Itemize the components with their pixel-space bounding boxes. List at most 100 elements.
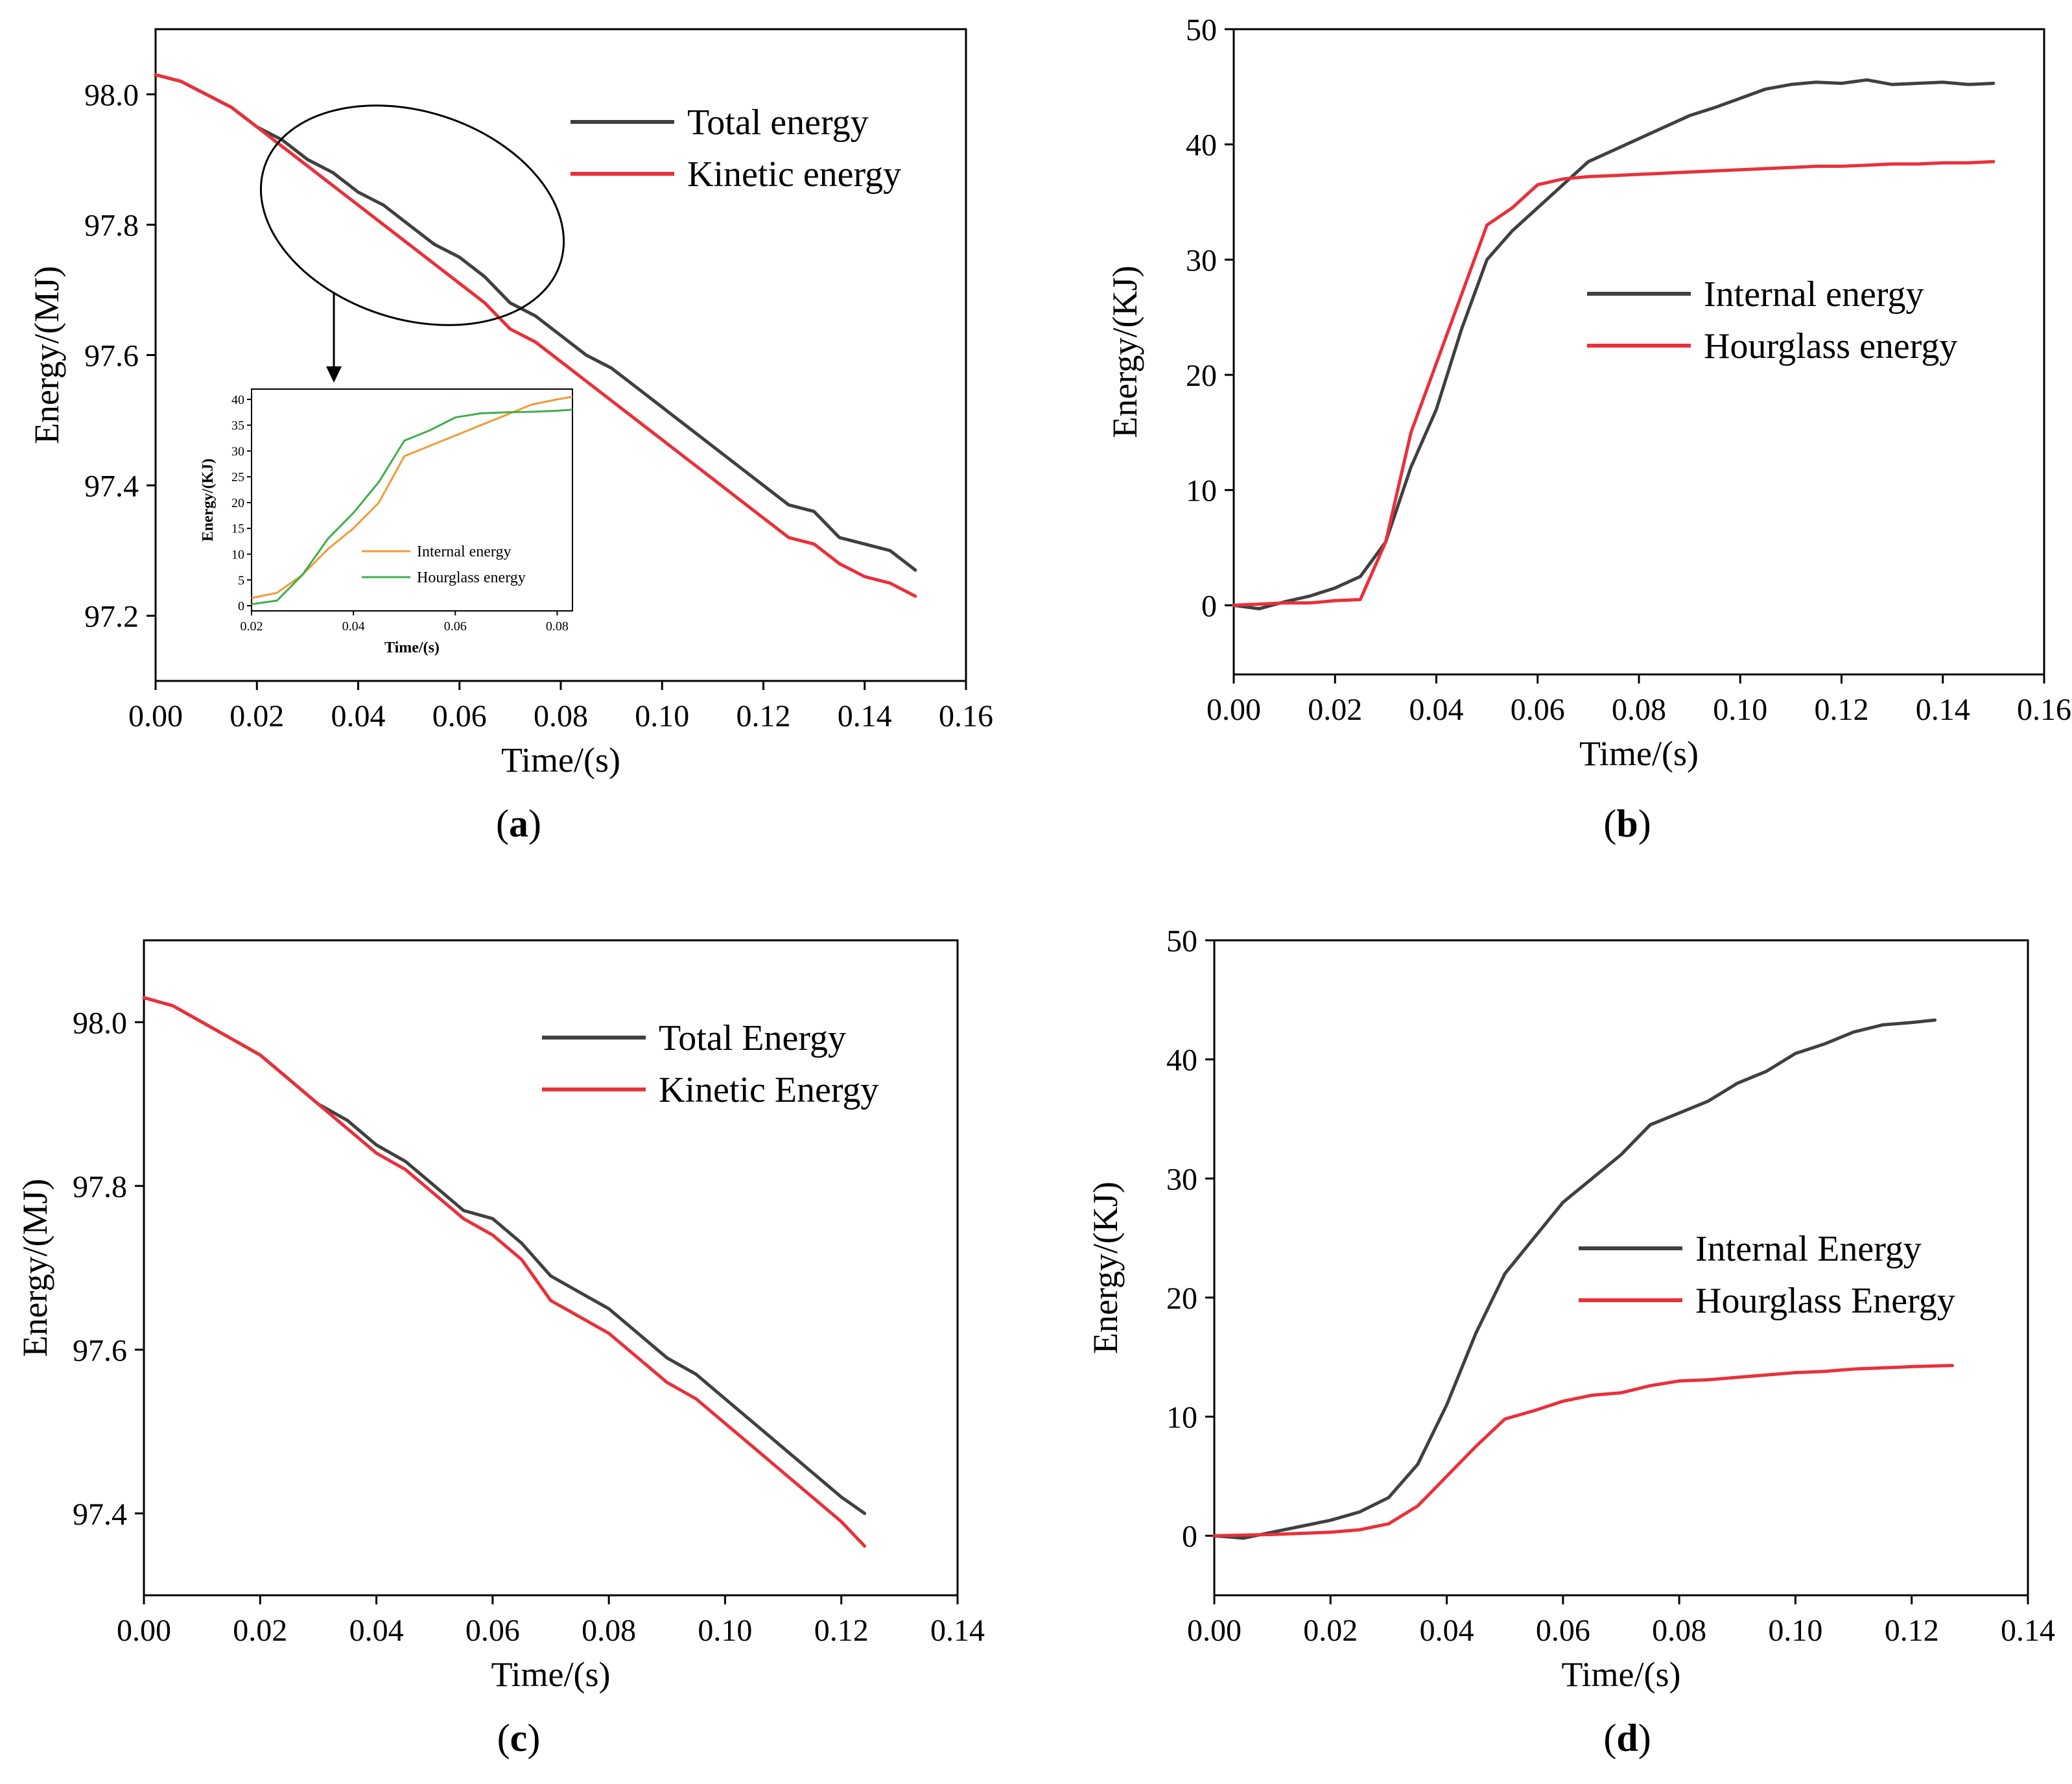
inset-y-tick-label: 15 <box>231 522 244 536</box>
legend: Total Energy Kinetic Energy <box>542 1018 879 1110</box>
panel-a: 0.00 0.02 0.04 0.06 0.08 0.10 0.12 0.14 0.16 97.2… <box>27 28 993 845</box>
x-tick-label: 0.04 <box>349 1613 404 1648</box>
panel-label: (c) <box>497 1717 541 1759</box>
panel-label-paren: ) <box>1638 1717 1651 1759</box>
x-axis-title: Time/(s) <box>1579 734 1699 773</box>
series-line-1 <box>1212 1364 1954 1538</box>
y-tick-label: 97.6 <box>73 1333 127 1368</box>
y-axis-title: Energy/(MJ) <box>16 1179 54 1357</box>
series-line-0 <box>154 73 917 572</box>
legend-label: Total energy <box>687 102 869 143</box>
panel-label-paren: ( <box>496 802 509 845</box>
y-tick-label: 0 <box>1201 589 1217 623</box>
inset-x-tick-label: 0.06 <box>444 619 467 634</box>
y-tick-label: 98.0 <box>73 1006 127 1040</box>
x-tick-label: 0.12 <box>1815 693 1869 727</box>
series-line-1 <box>154 73 917 598</box>
panel-label-letter: d <box>1616 1717 1638 1759</box>
inset-x-tick-label: 0.02 <box>241 619 263 634</box>
x-tick-label: 0.08 <box>1612 693 1666 727</box>
x-tick-label: 0.14 <box>930 1613 985 1648</box>
inset-x-tick-label: 0.04 <box>342 619 365 634</box>
x-tick-label: 0.06 <box>1511 693 1565 727</box>
x-axis-title: Time/(s) <box>501 741 620 779</box>
x-tick-label: 0.06 <box>1536 1613 1590 1648</box>
inset-y-tick-label: 25 <box>231 470 244 484</box>
x-tick-label: 0.14 <box>2001 1613 2055 1648</box>
inset-y-tick-label: 0 <box>238 599 244 613</box>
x-tick-label: 0.12 <box>814 1613 869 1648</box>
y-tick-label: 10 <box>1186 474 1217 508</box>
y-tick-label: 50 <box>1186 13 1217 47</box>
plot-frame <box>1213 939 2029 1597</box>
legend: Internal Energy Hourglass Energy <box>1579 1229 1955 1321</box>
series-line-0 <box>1232 78 1995 611</box>
inset-series-line-1 <box>251 409 573 606</box>
panel-label-letter: a <box>509 802 528 845</box>
panel-label-letter: c <box>510 1717 528 1759</box>
legend: Internal energy Hourglass energy <box>1587 274 1957 366</box>
x-tick-label: 0.02 <box>1308 693 1362 727</box>
panel-label-paren: ) <box>527 1717 540 1759</box>
x-tick-label: 0.04 <box>1420 1613 1474 1648</box>
inset-legend-label: Hourglass energy <box>417 569 526 586</box>
x-tick-label: 0.10 <box>635 699 689 733</box>
inset-y-tick-label: 35 <box>231 419 244 433</box>
panel-d: 0.00 0.02 0.04 0.06 0.08 0.10 0.12 0.14 0 10 20 30 4… <box>1086 924 2055 1759</box>
panel-label-letter: b <box>1616 802 1638 845</box>
inset-x-axis-title: Time/(s) <box>384 639 440 656</box>
legend-label: Hourglass energy <box>1704 326 1957 366</box>
x-tick-label: 0.00 <box>117 1613 171 1648</box>
x-tick-label: 0.10 <box>698 1613 752 1648</box>
y-tick-label: 97.4 <box>84 470 139 504</box>
legend-label: Kinetic Energy <box>659 1070 879 1110</box>
panel-label: (b) <box>1603 802 1651 845</box>
panel-label: (a) <box>496 802 541 845</box>
x-tick-label: 0.12 <box>1885 1613 1939 1648</box>
x-tick-label: 0.04 <box>331 699 386 733</box>
x-tick-label: 0.08 <box>534 699 588 733</box>
x-tick-label: 0.00 <box>1207 693 1261 727</box>
legend-label: Hourglass Energy <box>1695 1281 1955 1321</box>
legend-label: Internal energy <box>1704 274 1924 315</box>
series-line-1 <box>142 995 867 1548</box>
inset-y-tick-label: 40 <box>231 393 244 407</box>
inset-series-line-0 <box>251 396 573 599</box>
panel-label: (d) <box>1603 1717 1651 1759</box>
y-tick-label: 20 <box>1166 1281 1197 1316</box>
inset-y-tick-label: 10 <box>231 548 244 562</box>
x-tick-label: 0.06 <box>465 1613 520 1648</box>
x-tick-label: 0.00 <box>128 699 183 733</box>
x-axis-title: Time/(s) <box>491 1655 610 1694</box>
y-tick-label: 40 <box>1166 1043 1197 1078</box>
legend-label: Kinetic energy <box>687 154 901 195</box>
y-axis-title: Energy/(KJ) <box>1086 1182 1125 1354</box>
legend-label: Total Energy <box>659 1018 846 1058</box>
x-tick-label: 0.12 <box>736 699 791 733</box>
inset-y-tick-label: 5 <box>238 573 244 588</box>
x-axis-title: Time/(s) <box>1561 1655 1680 1694</box>
y-tick-label: 40 <box>1186 128 1217 163</box>
inset-x-tick-label: 0.08 <box>546 619 569 634</box>
inset-frame <box>251 388 573 612</box>
x-tick-label: 0.08 <box>582 1613 636 1648</box>
x-tick-label: 0.08 <box>1652 1613 1706 1648</box>
inset-arrow-head <box>326 366 342 383</box>
panel-label-paren: ) <box>528 802 541 845</box>
y-tick-label: 30 <box>1186 243 1217 278</box>
legend-label: Internal Energy <box>1695 1229 1922 1269</box>
series-line-1 <box>1232 160 1995 607</box>
inset-legend-label: Internal energy <box>417 543 512 560</box>
y-tick-label: 10 <box>1166 1401 1197 1435</box>
x-tick-label: 0.14 <box>838 699 892 733</box>
x-tick-label: 0.02 <box>230 699 284 733</box>
highlight-ellipse <box>259 104 565 326</box>
inset-y-tick-label: 30 <box>231 444 244 458</box>
panel-label-paren: ( <box>497 1717 510 1759</box>
y-tick-label: 30 <box>1166 1162 1197 1196</box>
panel-label-paren: ( <box>1603 802 1616 845</box>
x-tick-label: 0.06 <box>432 699 487 733</box>
y-tick-label: 97.8 <box>73 1170 127 1204</box>
panel-label-paren: ) <box>1638 802 1651 845</box>
